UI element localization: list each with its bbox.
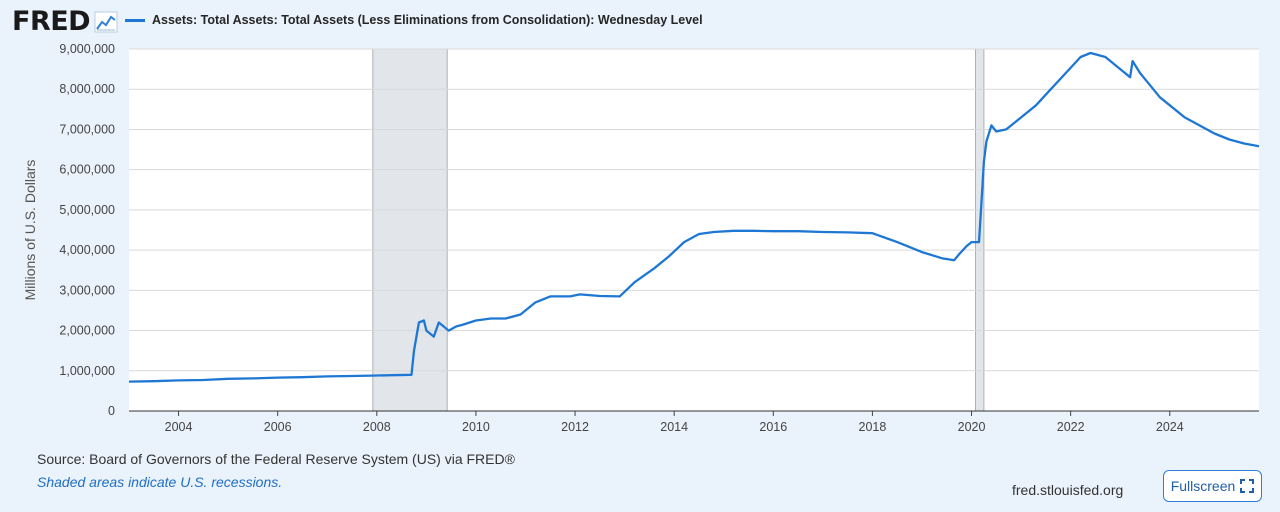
plot-area bbox=[129, 49, 1259, 411]
x-tick-label: 2022 bbox=[1057, 420, 1085, 434]
line-graph-icon bbox=[94, 11, 118, 33]
x-tick-label: 2014 bbox=[660, 420, 688, 434]
y-tick-label: 3,000,000 bbox=[59, 283, 115, 297]
x-tick-label: 2008 bbox=[363, 420, 391, 434]
y-axis-title: Millions of U.S. Dollars bbox=[22, 160, 38, 301]
legend-swatch bbox=[125, 18, 145, 22]
chart-legend: Assets: Total Assets: Total Assets (Less… bbox=[125, 13, 703, 27]
y-tick-label: 0 bbox=[108, 404, 115, 418]
fullscreen-label: Fullscreen bbox=[1170, 478, 1236, 494]
y-tick-label: 4,000,000 bbox=[59, 243, 115, 257]
fullscreen-button[interactable]: Fullscreen bbox=[1163, 470, 1262, 502]
y-tick-label: 1,000,000 bbox=[59, 364, 115, 378]
legend-label: Assets: Total Assets: Total Assets (Less… bbox=[152, 13, 703, 27]
x-tick-label: 2006 bbox=[264, 420, 292, 434]
recession-band-0 bbox=[372, 48, 448, 412]
y-tick-label: 8,000,000 bbox=[59, 82, 115, 96]
source-note: Source: Board of Governors of the Federa… bbox=[37, 451, 515, 467]
line-chart[interactable]: 0 1,000,000 2,000,000 3,000,000 4,000,000 5,0… bbox=[0, 0, 1280, 445]
expand-icon bbox=[1240, 479, 1255, 493]
y-tick-label: 6,000,000 bbox=[59, 163, 115, 177]
y-tick-label: 5,000,000 bbox=[59, 203, 115, 217]
y-tick-label: 7,000,000 bbox=[59, 122, 115, 136]
x-tick-label: 2018 bbox=[859, 420, 887, 434]
x-tick-label: 2020 bbox=[958, 420, 986, 434]
y-tick-label: 2,000,000 bbox=[59, 324, 115, 338]
x-tick-label: 2024 bbox=[1156, 420, 1184, 434]
recession-note: Shaded areas indicate U.S. recessions. bbox=[37, 474, 283, 490]
fred-logo-text: FRED bbox=[12, 6, 91, 37]
x-tick-label: 2004 bbox=[165, 420, 193, 434]
y-axis-ticks: 0 1,000,000 2,000,000 3,000,000 4,000,000 5,0… bbox=[59, 42, 115, 418]
x-tick-label: 2016 bbox=[759, 420, 787, 434]
x-tick-label: 2010 bbox=[462, 420, 490, 434]
series-line-total-assets bbox=[128, 51, 1260, 383]
gridlines bbox=[129, 48, 1259, 372]
x-axis-ticks: 2004 2006 2008 2010 2012 2014 2016 2018 2020 2022… bbox=[165, 411, 1184, 434]
site-url: fred.stlouisfed.org bbox=[1012, 482, 1124, 498]
fred-logo[interactable]: FRED bbox=[12, 7, 118, 37]
x-tick-label: 2012 bbox=[561, 420, 589, 434]
y-tick-label: 9,000,000 bbox=[59, 42, 115, 56]
